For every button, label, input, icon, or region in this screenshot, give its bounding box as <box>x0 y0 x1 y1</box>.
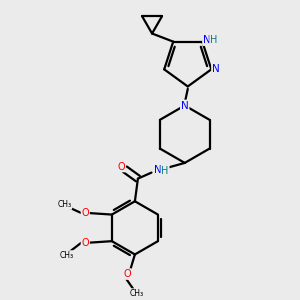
Text: CH₃: CH₃ <box>129 289 143 298</box>
Text: N: N <box>181 100 189 110</box>
Text: CH₃: CH₃ <box>57 200 71 209</box>
Text: CH₃: CH₃ <box>59 251 74 260</box>
Text: N: N <box>203 35 211 45</box>
Text: O: O <box>118 161 125 172</box>
Text: N: N <box>154 165 161 175</box>
Text: N: N <box>212 64 220 74</box>
Text: H: H <box>210 35 218 45</box>
Text: O: O <box>82 208 89 218</box>
Text: H: H <box>161 166 169 176</box>
Text: O: O <box>124 269 131 279</box>
Text: O: O <box>82 238 89 248</box>
